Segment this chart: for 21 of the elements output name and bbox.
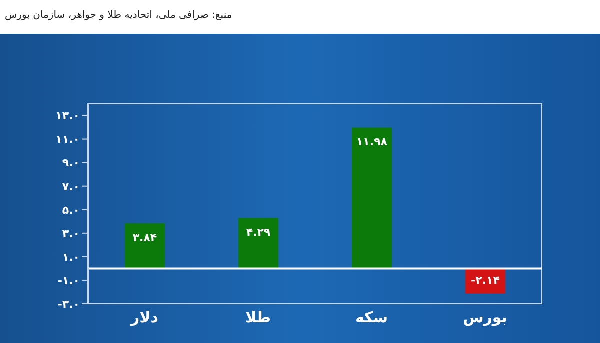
y-tick-label: ۵.۰	[62, 204, 80, 217]
y-tick-label: ۱۱.۰	[56, 133, 80, 146]
y-tick-label: -۳.۰	[58, 298, 80, 311]
x-tick-label: دلار	[130, 308, 159, 327]
y-tick-label: ۱.۰	[62, 250, 80, 264]
y-tick-label: ۳.۰	[62, 227, 80, 240]
y-tick-label: ۷.۰	[62, 180, 80, 194]
data-label: -۲.۱۴	[471, 274, 500, 287]
y-tick-label: ۹.۰	[62, 156, 80, 170]
data-label: ۴.۲۹	[246, 226, 271, 240]
bar	[352, 128, 392, 269]
data-label: ۱۱.۹۸	[356, 136, 388, 149]
y-tick-label: -۱.۰	[58, 274, 80, 288]
bar	[238, 218, 278, 269]
bar	[125, 224, 165, 269]
y-tick-label: ۱۳.۰	[56, 110, 80, 123]
x-tick-label: سکه	[355, 308, 388, 327]
text: منبع: صرافی ملی، اتحادیه طلا و جواهر، سازمان بورس	[5, 10, 232, 21]
data-label: ۳.۸۴	[132, 231, 158, 244]
x-tick-label: بورس	[463, 308, 508, 327]
x-tick-label: طلا	[245, 308, 272, 327]
